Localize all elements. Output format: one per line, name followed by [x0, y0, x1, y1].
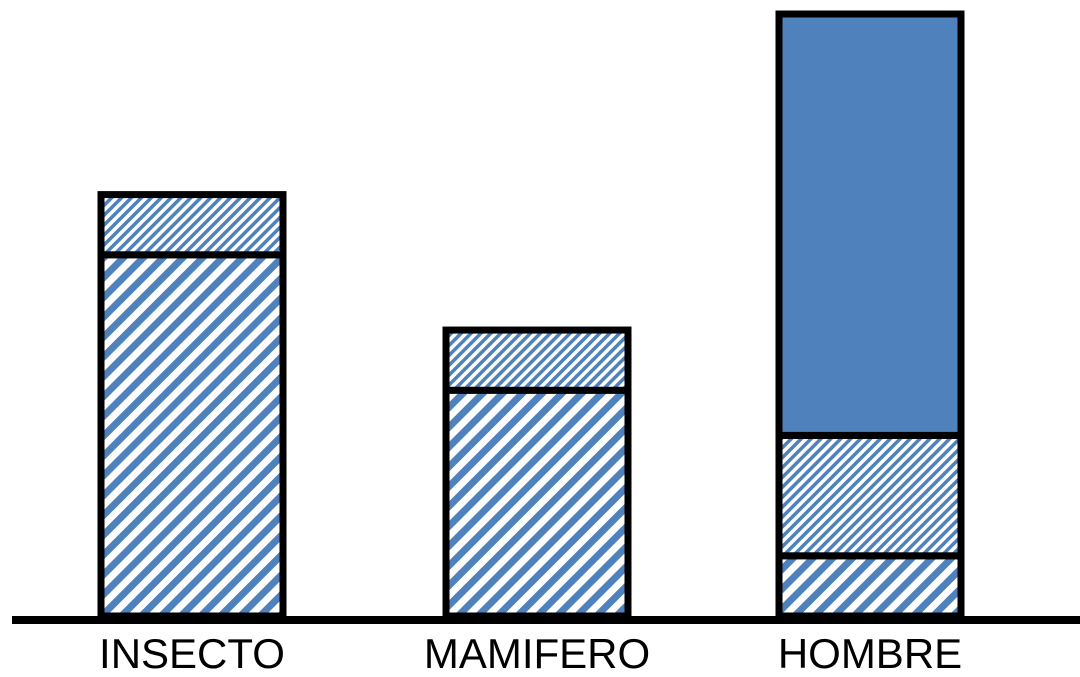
- category-label-mamifero: MAMIFERO: [423, 630, 651, 677]
- bar-segment-mamifero-0: [442, 386, 632, 620]
- bar-segment-insecto-1: [97, 191, 287, 259]
- bar-segment-insecto-0: [97, 251, 287, 620]
- bar-segment-hombre-0: [775, 552, 965, 620]
- category-label-hombre: HOMBRE: [777, 630, 963, 677]
- bar-segment-mamifero-1: [442, 326, 632, 394]
- category-label-insecto: INSECTO: [99, 630, 285, 677]
- bar-segment-hombre-2: [775, 10, 965, 439]
- bar-segment-hombre-1: [775, 431, 965, 560]
- bar-group: [97, 10, 965, 620]
